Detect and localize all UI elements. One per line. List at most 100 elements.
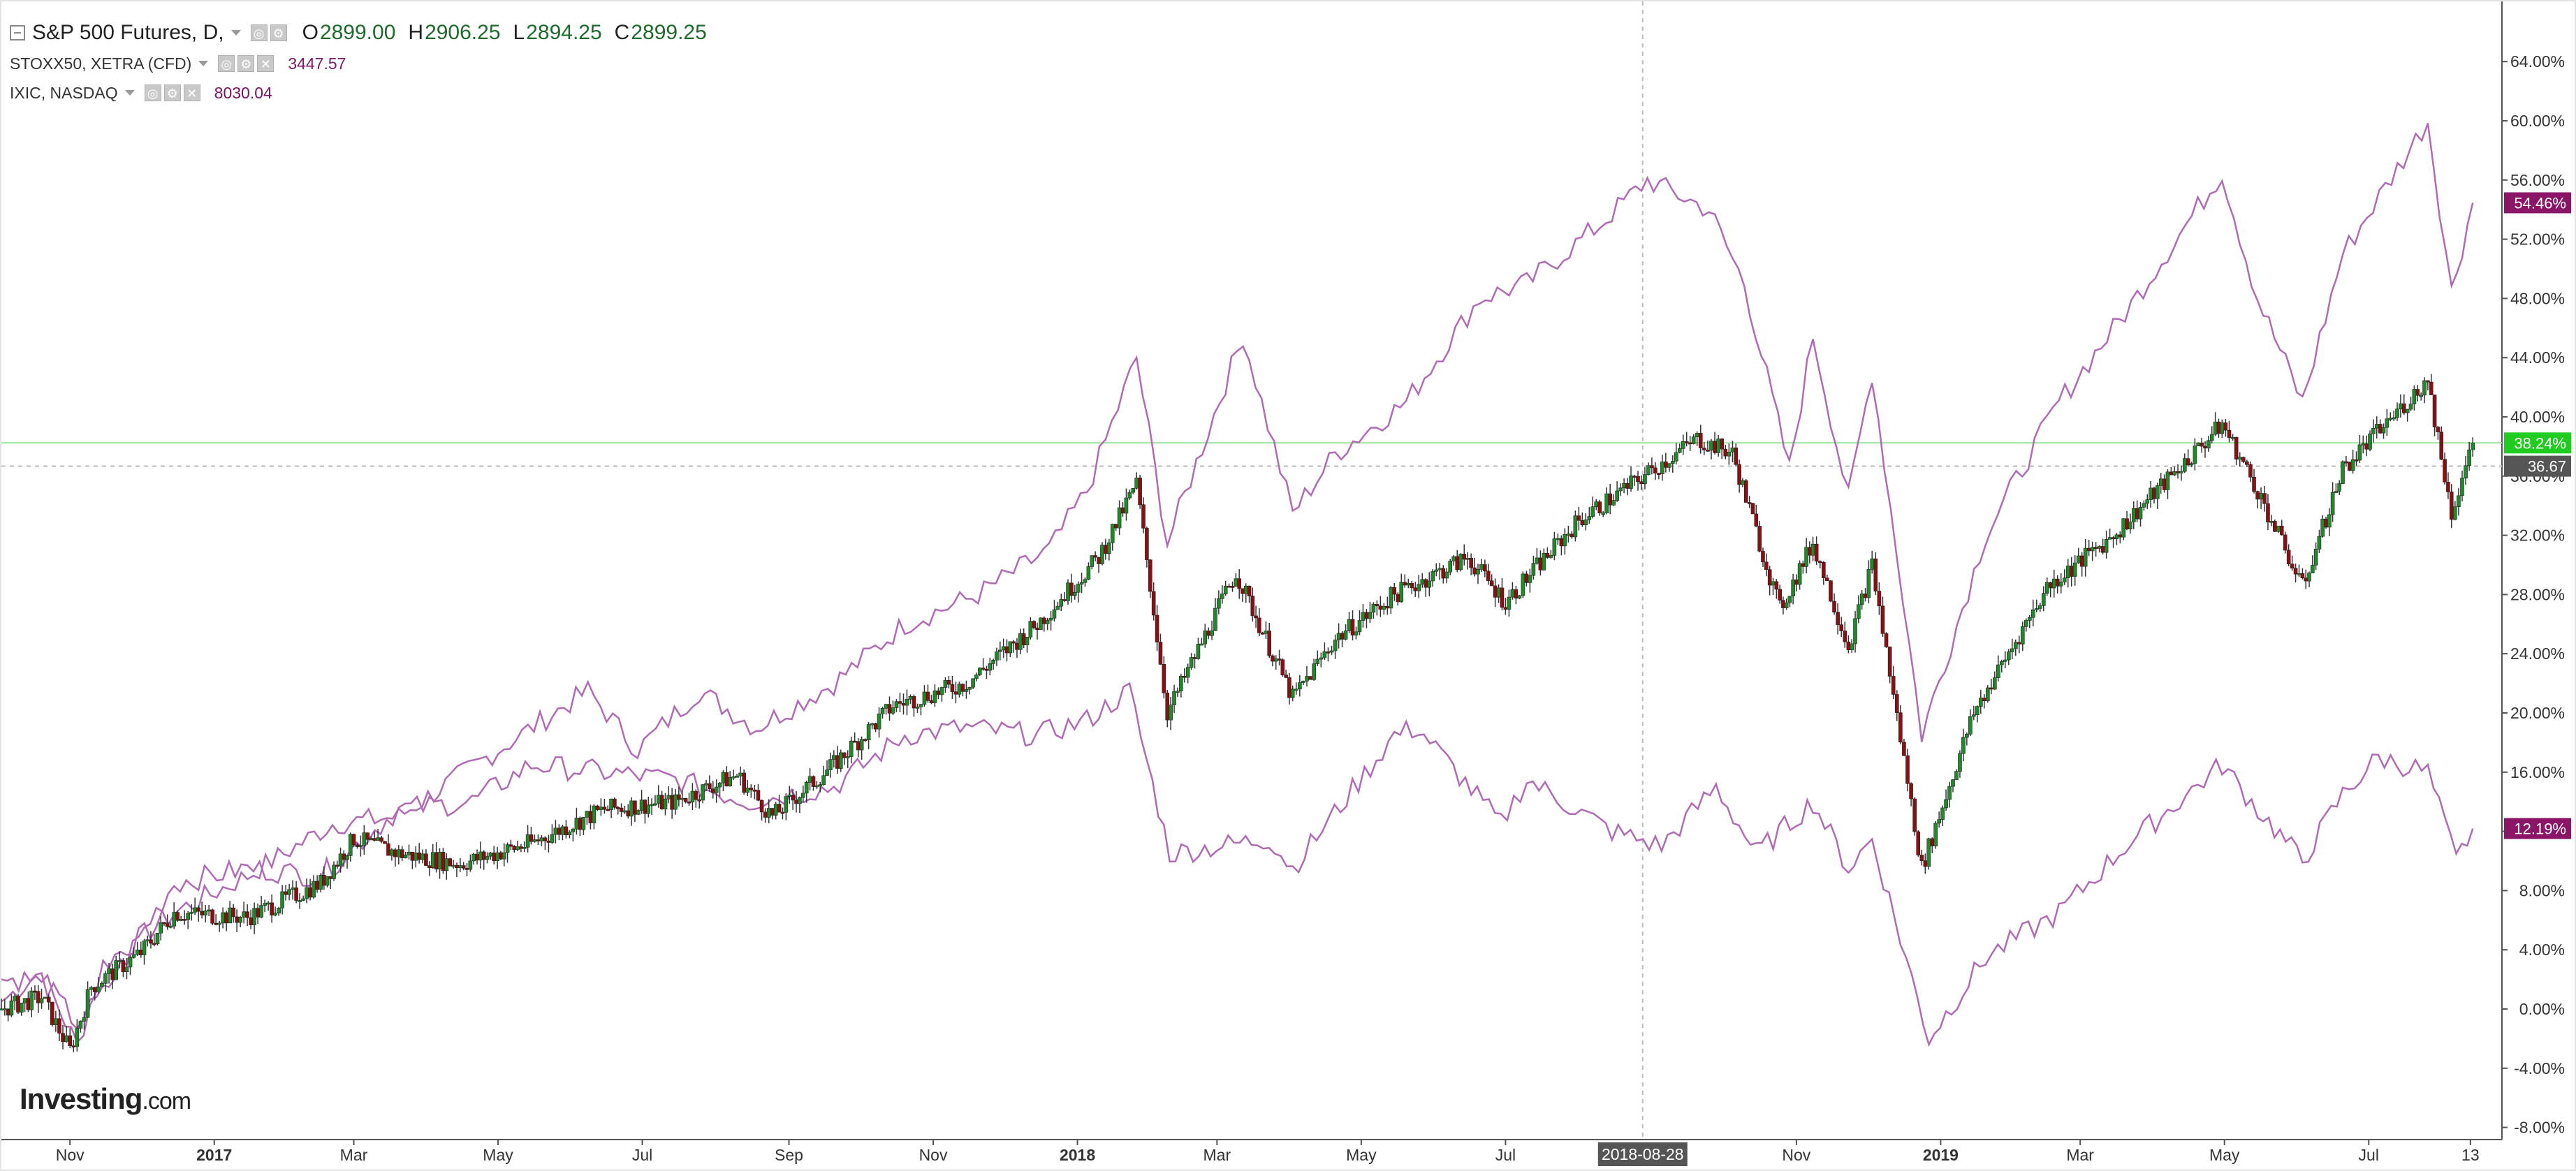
candle[interactable]: [131, 947, 136, 959]
candle[interactable]: [1267, 622, 1272, 658]
candle[interactable]: [338, 847, 343, 873]
candle[interactable]: [1972, 705, 1976, 721]
candle[interactable]: [1611, 494, 1616, 506]
candle[interactable]: [1210, 620, 1214, 640]
candle[interactable]: [2419, 392, 2423, 401]
candle[interactable]: [1100, 542, 1104, 566]
candle[interactable]: [825, 760, 829, 776]
candle[interactable]: [383, 841, 387, 844]
candle[interactable]: [1476, 564, 1480, 584]
candle[interactable]: [1764, 553, 1769, 577]
candle[interactable]: [2412, 385, 2417, 411]
candle[interactable]: [2145, 494, 2150, 509]
candle[interactable]: [159, 916, 163, 941]
candle[interactable]: [821, 765, 826, 786]
candle[interactable]: [891, 700, 895, 716]
candle[interactable]: [1968, 709, 1973, 736]
candle[interactable]: [481, 850, 486, 870]
candle[interactable]: [1884, 632, 1889, 648]
candle[interactable]: [2432, 395, 2437, 436]
candle[interactable]: [1301, 680, 1305, 686]
candle[interactable]: [82, 1011, 87, 1030]
candle[interactable]: [1131, 487, 1136, 494]
candle[interactable]: [2104, 530, 2109, 559]
candle[interactable]: [2422, 377, 2427, 404]
candle[interactable]: [2330, 482, 2335, 522]
candle[interactable]: [1237, 569, 1242, 599]
candle[interactable]: [2290, 555, 2295, 571]
candle[interactable]: [2317, 529, 2322, 553]
candle[interactable]: [1220, 585, 1224, 604]
candle[interactable]: [749, 784, 754, 798]
candle[interactable]: [1650, 457, 1654, 475]
chevron-down-icon[interactable]: [198, 61, 209, 66]
candle[interactable]: [971, 678, 975, 689]
candle[interactable]: [210, 908, 214, 925]
candle[interactable]: [2327, 508, 2332, 537]
candle[interactable]: [1086, 562, 1091, 580]
candle[interactable]: [2313, 542, 2318, 570]
candle[interactable]: [325, 876, 330, 888]
candle[interactable]: [1804, 538, 1808, 574]
candle[interactable]: [2405, 408, 2410, 422]
candle[interactable]: [448, 857, 452, 867]
candle[interactable]: [1028, 617, 1033, 640]
candle[interactable]: [2408, 397, 2413, 411]
candle[interactable]: [1162, 656, 1166, 699]
candle[interactable]: [2467, 441, 2471, 471]
candle[interactable]: [1877, 582, 1882, 615]
candle[interactable]: [298, 893, 302, 909]
candle[interactable]: [182, 910, 186, 925]
candle[interactable]: [1430, 568, 1435, 587]
candle[interactable]: [1774, 579, 1779, 599]
candle[interactable]: [784, 793, 789, 820]
candle[interactable]: [2334, 483, 2339, 494]
candle[interactable]: [1843, 621, 1847, 648]
candle[interactable]: [319, 873, 323, 892]
candle[interactable]: [1483, 559, 1487, 577]
candle[interactable]: [633, 800, 637, 823]
candle[interactable]: [1961, 728, 1966, 761]
candle[interactable]: [845, 750, 850, 769]
candle[interactable]: [2300, 568, 2305, 580]
collapse-icon[interactable]: [10, 25, 25, 40]
candle[interactable]: [974, 672, 979, 682]
candle[interactable]: [2037, 603, 2042, 612]
candle[interactable]: [1866, 560, 1871, 603]
candle[interactable]: [168, 922, 173, 929]
candle[interactable]: [701, 783, 705, 804]
candle[interactable]: [2165, 469, 2170, 499]
candle[interactable]: [1448, 559, 1453, 575]
candle[interactable]: [592, 804, 597, 830]
candle[interactable]: [100, 981, 104, 987]
candle[interactable]: [1814, 536, 1819, 565]
candle[interactable]: [2429, 374, 2434, 396]
candle[interactable]: [2392, 411, 2396, 421]
candle[interactable]: [1951, 779, 1955, 793]
candle[interactable]: [379, 835, 383, 844]
candle[interactable]: [1172, 684, 1176, 714]
candle[interactable]: [1894, 690, 1899, 721]
candle[interactable]: [46, 994, 51, 1010]
candle[interactable]: [2024, 618, 2028, 632]
candle[interactable]: [103, 971, 108, 992]
candle[interactable]: [128, 955, 133, 975]
candle[interactable]: [717, 782, 722, 797]
candle[interactable]: [925, 684, 930, 703]
candle[interactable]: [400, 846, 404, 862]
compare-line-2[interactable]: [1, 682, 2474, 1047]
candle[interactable]: [2083, 539, 2088, 577]
candle[interactable]: [1230, 581, 1235, 592]
candle[interactable]: [1399, 573, 1404, 603]
candle[interactable]: [2010, 638, 2014, 660]
candle[interactable]: [1151, 582, 1156, 621]
candle[interactable]: [708, 775, 712, 792]
candle[interactable]: [424, 849, 428, 866]
candle[interactable]: [1531, 555, 1536, 580]
candle[interactable]: [1996, 655, 2000, 682]
candle[interactable]: [619, 803, 624, 817]
candle[interactable]: [2381, 423, 2386, 439]
candle[interactable]: [2128, 513, 2132, 534]
candle[interactable]: [791, 788, 795, 810]
